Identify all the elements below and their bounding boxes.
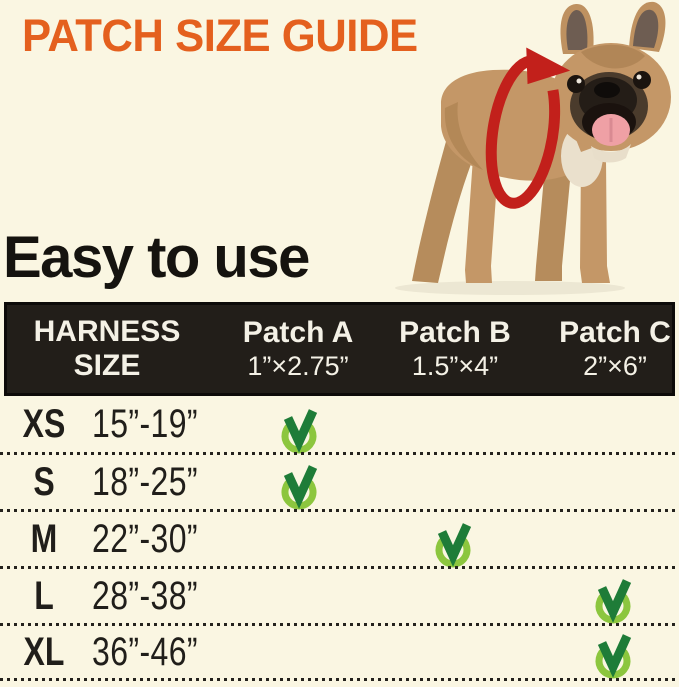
- column-header-patch-b: Patch B 1.5”×4”: [360, 305, 550, 393]
- row-size-label: XS: [22, 402, 66, 446]
- row-divider: [0, 509, 679, 512]
- check-icon: [432, 522, 474, 568]
- table-header: HARNESS SIZE Patch A 1”×2.75” Patch B 1.…: [4, 302, 675, 396]
- check-icon: [278, 464, 320, 510]
- row-size-label: M: [30, 517, 58, 561]
- patch-c-name: Patch C: [559, 316, 671, 350]
- row-girth-range: 15”-19”: [92, 402, 198, 446]
- row-girth-range: 28”-38”: [92, 574, 198, 618]
- row-size-label: S: [33, 460, 55, 504]
- girth-arrow-icon: [485, 47, 571, 209]
- check-icon: [592, 633, 634, 679]
- row-divider: [0, 452, 679, 455]
- check-icon: [278, 408, 320, 454]
- column-header-harness-size: HARNESS SIZE: [12, 305, 202, 393]
- row-girth-range: 22”-30”: [92, 517, 198, 561]
- patch-b-size: 1.5”×4”: [411, 350, 499, 381]
- column-header-patch-a: Patch A 1”×2.75”: [203, 305, 393, 393]
- dog-head: [551, 1, 671, 163]
- dog-photo: [395, 1, 671, 295]
- harness-size-label-line2: SIZE: [73, 349, 141, 382]
- row-divider: [0, 623, 679, 626]
- row-divider: [0, 678, 679, 681]
- row-size-label: L: [34, 574, 54, 618]
- check-icon: [592, 578, 634, 624]
- section-heading: Easy to use: [3, 225, 310, 290]
- harness-size-label-line1: HARNESS: [33, 314, 181, 348]
- column-header-patch-c: Patch C 2”×6”: [520, 305, 679, 393]
- page-title: PATCH SIZE GUIDE: [22, 10, 418, 61]
- row-girth-range: 18”-25”: [92, 460, 198, 504]
- patch-b-name: Patch B: [399, 316, 511, 350]
- patch-a-size: 1”×2.75”: [247, 350, 349, 381]
- row-size-label: XL: [23, 630, 65, 674]
- row-divider: [0, 566, 679, 569]
- patch-a-name: Patch A: [242, 316, 354, 350]
- row-girth-range: 36”-46”: [92, 630, 198, 674]
- patch-c-size: 2”×6”: [583, 350, 647, 381]
